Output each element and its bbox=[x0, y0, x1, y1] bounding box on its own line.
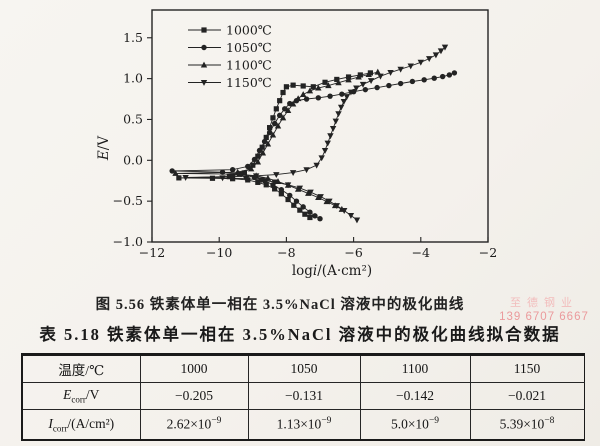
table-cell: 1150 bbox=[469, 353, 585, 383]
table-cell: 1050 bbox=[247, 353, 361, 383]
table-cell: 5.0×10−9 bbox=[359, 409, 471, 441]
svg-text:−12: −12 bbox=[139, 245, 165, 260]
svg-text:−4: −4 bbox=[412, 245, 430, 260]
watermark: 至德钢业 139 6707 6667 bbox=[492, 296, 596, 324]
fit-data-table: 温度/℃ 1000 1050 1100 1150 Ecorr/V −0.205 … bbox=[21, 353, 585, 441]
table-row-temperature: 温度/℃ 1000 1050 1100 1150 bbox=[21, 353, 585, 383]
svg-text:−6: −6 bbox=[344, 245, 362, 260]
svg-text:1.5: 1.5 bbox=[123, 30, 143, 45]
watermark-company: 至德钢业 bbox=[510, 297, 578, 309]
svg-text:−2: −2 bbox=[479, 245, 497, 260]
table-cell: 5.39×10−8 bbox=[469, 409, 585, 441]
table-cell: 2.62×10−9 bbox=[139, 409, 249, 441]
svg-text:−10: −10 bbox=[206, 245, 232, 260]
svg-text:0.0: 0.0 bbox=[123, 152, 143, 167]
figure-caption: 图 5.56 铁素体单一相在 3.5%NaCl 溶液中的极化曲线 bbox=[95, 297, 465, 313]
svg-text:−0.5: −0.5 bbox=[113, 193, 143, 208]
table-row-icorr: Icorr/(A/cm²) 2.62×10−9 1.13×10−9 5.0×10… bbox=[21, 409, 585, 441]
table-cell: 1.13×10−9 bbox=[247, 409, 361, 441]
row-label-ecorr: Ecorr/V bbox=[21, 382, 141, 410]
svg-text:1050℃: 1050℃ bbox=[226, 40, 272, 55]
table-caption: 表 5.18 铁素体单一相在 3.5%NaCl 溶液中的极化曲线拟合数据 bbox=[39, 325, 561, 344]
table-cell: −0.205 bbox=[139, 382, 249, 410]
svg-text:logi/(A·cm²): logi/(A·cm²) bbox=[292, 263, 372, 279]
polarization-chart-figure: −12 −10 −8 −6 −4 −2 1.5 1.0 0.5 0.0 −0.5 −1.0 logi/(… bbox=[96, 9, 497, 279]
table-cell: −0.142 bbox=[359, 382, 471, 410]
polarization-chart: −12 −10 −8 −6 −4 −2 1.5 1.0 0.5 0.0 −0.5 −1.0 logi/(… bbox=[96, 9, 497, 279]
table-row-ecorr: Ecorr/V −0.205 −0.131 −0.142 −0.021 bbox=[21, 382, 585, 410]
row-label-icorr: Icorr/(A/cm²) bbox=[21, 409, 141, 441]
table-cell: −0.021 bbox=[469, 382, 585, 410]
svg-text:−1.0: −1.0 bbox=[113, 234, 143, 249]
svg-text:1000℃: 1000℃ bbox=[226, 23, 272, 38]
row-label-temperature: 温度/℃ bbox=[21, 353, 141, 383]
svg-text:1.0: 1.0 bbox=[123, 71, 143, 86]
svg-text:1150℃: 1150℃ bbox=[226, 75, 272, 90]
svg-text:−8: −8 bbox=[277, 245, 295, 260]
watermark-phone: 139 6707 6667 bbox=[499, 311, 589, 323]
table-cell: −0.131 bbox=[247, 382, 361, 410]
table-cell: 1100 bbox=[359, 353, 471, 383]
svg-text:1100℃: 1100℃ bbox=[226, 58, 272, 73]
svg-text:E/V: E/V bbox=[96, 136, 112, 161]
svg-text:0.5: 0.5 bbox=[123, 111, 143, 126]
table-cell: 1000 bbox=[139, 353, 249, 383]
